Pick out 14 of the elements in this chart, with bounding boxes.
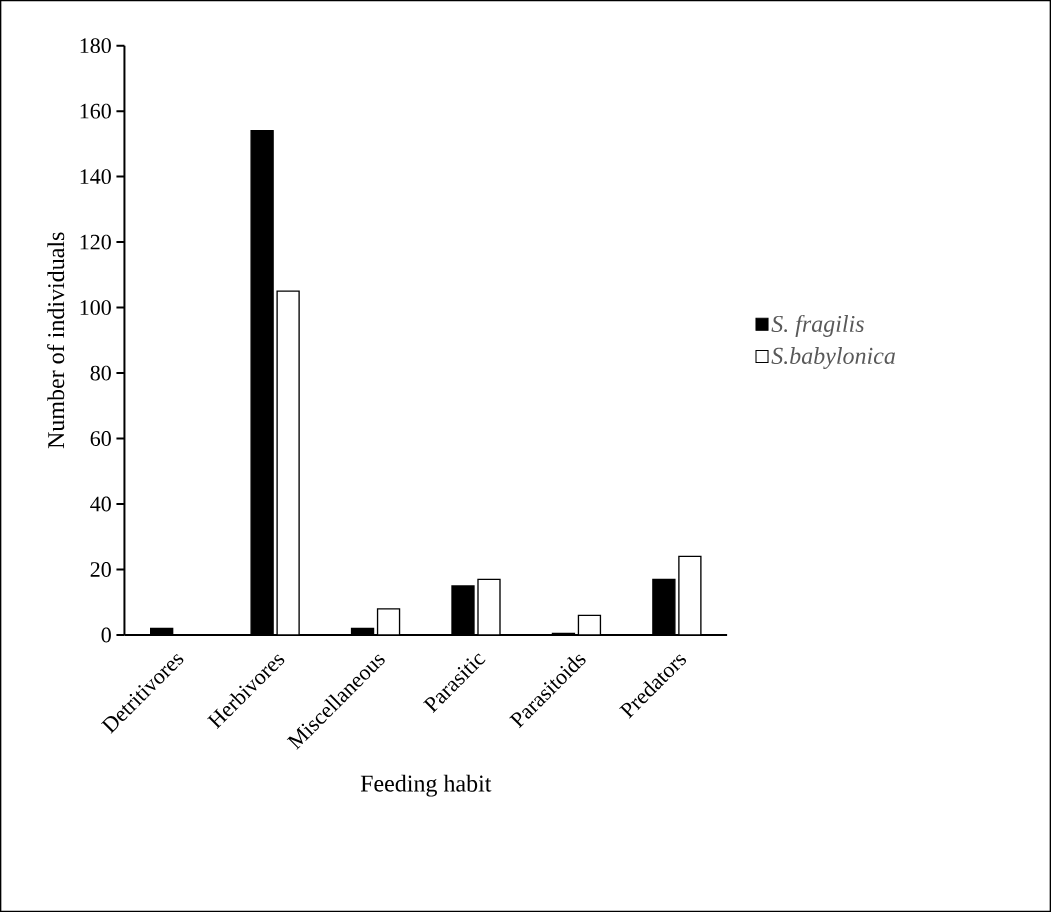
y-tick-label: 80 bbox=[90, 365, 111, 381]
legend-label: S. fragilis bbox=[771, 314, 864, 337]
y-tick-label: 180 bbox=[80, 38, 111, 54]
y-tick-label: 40 bbox=[90, 496, 111, 512]
y-tick-label: 0 bbox=[101, 627, 111, 643]
y-tick-label: 140 bbox=[80, 169, 111, 185]
y-tick-label: 160 bbox=[80, 103, 111, 119]
y-axis-title: Number of individuals bbox=[47, 232, 65, 449]
y-tick-label: 100 bbox=[80, 300, 111, 315]
legend-label: S.babylonica bbox=[771, 347, 895, 369]
x-axis-title: Feeding habit bbox=[360, 774, 492, 797]
y-tick-label: 20 bbox=[90, 562, 111, 577]
y-tick-label: 120 bbox=[80, 234, 111, 250]
y-tick-label: 60 bbox=[90, 431, 111, 446]
